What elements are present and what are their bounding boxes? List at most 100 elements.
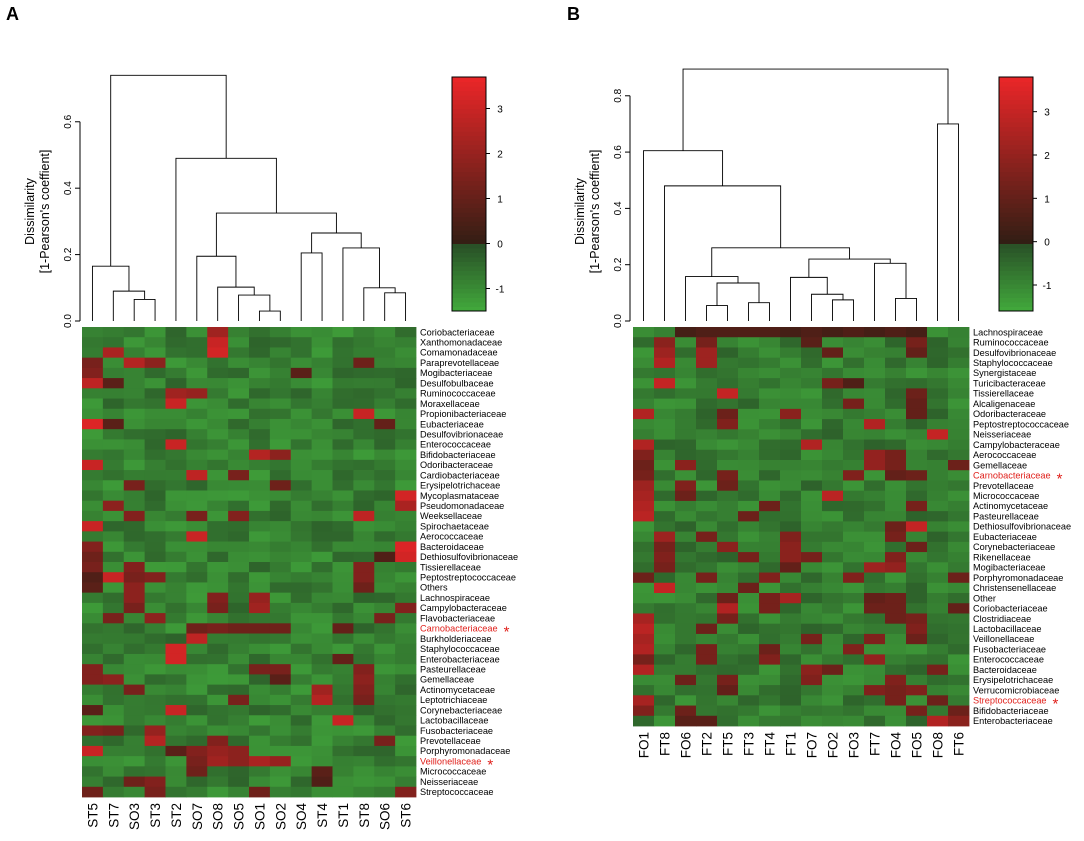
heatmap-cell [906, 582, 928, 594]
heatmap-cell [801, 337, 823, 348]
colorbar-segment [452, 239, 486, 244]
heatmap-cell [948, 593, 970, 604]
heatmap-cell [102, 562, 125, 573]
heatmap-cell [801, 654, 823, 666]
heatmap-cell [186, 531, 208, 542]
row-label: Tissierellaceae [420, 562, 481, 572]
heatmap-cell [249, 725, 271, 737]
heatmap-cell [249, 643, 271, 655]
heatmap-cell [654, 388, 676, 400]
heatmap-cell [696, 388, 718, 400]
heatmap-cell [332, 500, 354, 512]
heatmap-cell [228, 327, 250, 338]
heatmap-cell [927, 572, 949, 584]
heatmap-cell [186, 715, 208, 726]
heatmap-cell [249, 418, 271, 430]
heatmap-cell [332, 602, 354, 614]
colorbar-tick-label: 1 [497, 195, 503, 206]
heatmap-cell [82, 429, 104, 440]
heatmap-cell [717, 582, 739, 594]
heatmap-cell [82, 776, 104, 788]
heatmap-cell [843, 419, 865, 430]
heatmap-cell [395, 684, 417, 696]
column-label: FO6 [679, 732, 694, 758]
heatmap-cell [759, 644, 781, 655]
heatmap-cell [123, 705, 146, 716]
heatmap-cell [801, 378, 823, 389]
heatmap-cell [675, 398, 697, 410]
heatmap-cell [780, 593, 802, 604]
heatmap-cell [374, 643, 396, 655]
heatmap-cell [843, 511, 865, 522]
row-label: Pasteurellaceae [420, 664, 486, 674]
heatmap-cell [843, 644, 865, 655]
heatmap-cell [633, 603, 655, 614]
heatmap-cell [633, 582, 655, 594]
heatmap-cell [395, 786, 417, 798]
heatmap-cell [123, 429, 146, 440]
heatmap-cell [780, 388, 802, 400]
heatmap-cell [165, 327, 187, 338]
heatmap-cell [332, 480, 354, 491]
colorbar-segment [452, 171, 486, 177]
heatmap-cell [207, 480, 229, 491]
heatmap-cell [165, 470, 187, 481]
heatmap-cell [290, 725, 313, 737]
heatmap-cell [696, 705, 718, 717]
heatmap-cell [696, 582, 718, 594]
heatmap-cell [311, 705, 333, 716]
colorbar-segment [452, 81, 486, 87]
colorbar-segment [452, 104, 486, 109]
heatmap-cell [332, 408, 354, 420]
heatmap-cell [780, 613, 802, 625]
heatmap-cell [395, 551, 417, 563]
heatmap-cell [269, 766, 292, 777]
heatmap-cell [311, 408, 333, 420]
colorbar-segment [999, 212, 1033, 217]
heatmap-cell [186, 500, 208, 512]
heatmap-cell [228, 643, 250, 655]
heatmap-cell [186, 735, 208, 747]
heatmap-cell [822, 613, 844, 625]
heatmap-cell [144, 521, 166, 532]
heatmap-cell [374, 582, 396, 594]
heatmap-cell [374, 327, 396, 338]
heatmap-cell [207, 664, 229, 675]
heatmap-cell [269, 429, 292, 440]
heatmap-cell [654, 439, 676, 451]
colorbar-segment [452, 243, 486, 249]
heatmap-cell [144, 786, 166, 798]
colorbar-segment [999, 207, 1033, 213]
heatmap-cell [395, 378, 417, 389]
heatmap-cell [332, 705, 354, 716]
heatmap-cell [696, 633, 718, 645]
dendrogram-branch [238, 294, 271, 321]
heatmap-cell [906, 695, 928, 706]
heatmap-cell [123, 480, 146, 491]
heatmap-cell [675, 367, 697, 379]
heatmap-cell [927, 398, 949, 410]
heatmap-cell [738, 429, 760, 440]
heatmap-cell [165, 418, 187, 430]
heatmap-cell [332, 449, 354, 461]
heatmap-cell [633, 480, 655, 492]
heatmap-cell [395, 705, 417, 716]
heatmap-cell [311, 470, 333, 481]
heatmap-cell [675, 613, 697, 625]
row-label: Leptotrichiaceae [420, 695, 487, 705]
heatmap-cell [395, 572, 417, 583]
colorbar-segment [999, 293, 1033, 298]
heatmap-cell [822, 460, 844, 471]
heatmap-cell [207, 408, 229, 420]
heatmap-cell [269, 378, 292, 389]
heatmap-cell [144, 418, 166, 430]
heatmap-cell [332, 521, 354, 532]
heatmap-cell [269, 715, 292, 726]
heatmap-cell [759, 572, 781, 584]
heatmap-cell [927, 623, 949, 635]
heatmap-cell [82, 674, 104, 686]
row-label: Other [973, 593, 996, 603]
heatmap-cell [395, 582, 417, 594]
heatmap-cell [864, 449, 886, 461]
heatmap-cell [144, 684, 166, 696]
